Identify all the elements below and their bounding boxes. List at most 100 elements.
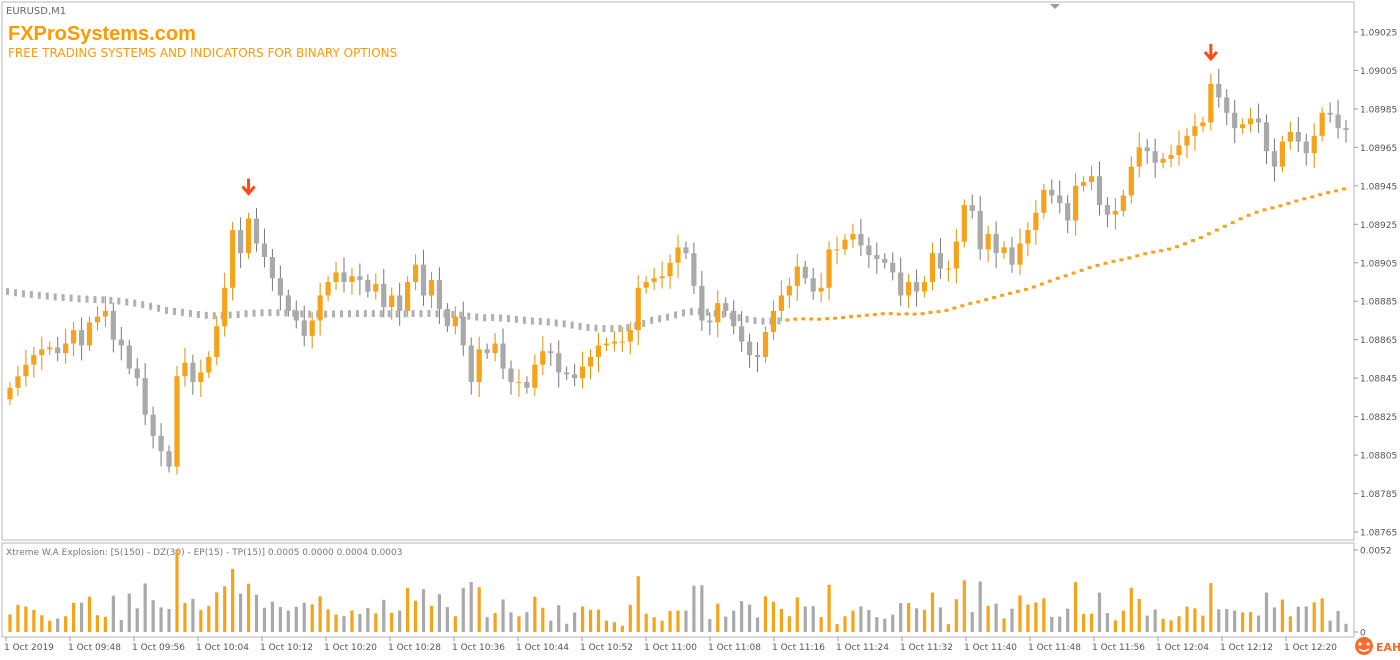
ma-segment [157,304,161,312]
candle [651,267,657,291]
indicator-bar [636,576,640,632]
candle [428,272,435,309]
ma-segment [745,315,749,323]
ma-segment [13,289,17,297]
indicator-bar [453,616,457,632]
candle [842,233,848,256]
ma-segment [61,294,65,302]
ma-segment [1079,268,1084,272]
ma-segment [483,314,487,322]
ma-segment [6,288,9,296]
candle-body [858,233,864,246]
indicator-bar [994,603,998,632]
indicator-bar [517,616,521,632]
ma-segment [1143,252,1148,256]
indicator-bar [477,587,481,632]
indicator-bar [565,623,569,632]
ma-segment [761,317,765,325]
indicator-bar [334,614,338,632]
candle-body [524,382,530,388]
candle-body [1104,205,1111,215]
ma-segment [586,324,590,332]
indicator-bar [278,607,282,632]
candle-body [611,341,617,344]
candle-body [293,310,299,321]
candle-body [762,332,769,357]
indicator-bar [1201,615,1205,632]
ma-segment [188,309,192,317]
candle [365,274,371,298]
indicator-bar [493,613,497,632]
ma-segment [538,317,542,325]
ma-segment [872,313,877,317]
indicator-bar [310,604,314,632]
ma-segment [1023,287,1028,291]
candle-body [1009,247,1015,265]
candle-body [786,285,792,296]
ma-segment [252,309,256,317]
indicator-bar [1241,612,1245,632]
indicator-bar [1066,608,1070,632]
candle-body [325,282,331,296]
indicator-bar [48,620,52,632]
indicator-bar [254,594,259,632]
price-tick-label: 1.09025 [1360,29,1397,39]
candle-body [1279,141,1286,167]
candle-body [285,295,291,311]
candle [723,297,729,317]
candle-body [190,362,196,382]
indicator-bar [151,600,155,632]
indicator-bar [938,607,943,632]
candle-body [500,343,506,369]
ma-segment [141,301,145,309]
ma-segment [1302,197,1307,201]
ma-segment [117,297,121,305]
candle [810,267,816,300]
time-tick-label: 1 Oct 12:04 [1156,643,1209,653]
indicator-bar [1336,610,1340,632]
candle-body [778,295,784,311]
candle-body [969,205,975,211]
symbol-label: EURUSD,M1 [6,6,66,17]
candle-body [937,253,944,269]
time-tick-label: 1 Oct 11:00 [644,643,697,653]
candle [23,349,29,387]
ma-segment [626,324,630,332]
ma-segment [1167,247,1172,251]
ma-segment [300,310,304,318]
ma-segment [1151,250,1156,254]
candle-body [86,322,93,346]
candle [683,241,689,259]
candle-body [1057,195,1063,204]
indicator-bar [437,594,442,632]
candle-body [230,230,236,288]
candle-body [1271,151,1278,167]
ma-segment [968,301,973,305]
indicator-bar [525,612,529,632]
candle-body [405,282,411,311]
indicator-bar [127,593,131,632]
ma-segment [308,310,312,318]
candle [1009,237,1015,273]
candle-body [850,233,856,240]
candle [452,306,458,335]
candle-body [333,272,339,282]
price-tick-label: 1.09005 [1360,67,1397,77]
ma-segment [833,316,838,320]
ma-segment [1286,201,1291,205]
indicator-bar [167,608,171,632]
shift-marker-icon[interactable] [1050,4,1060,9]
ma-segment [1278,204,1283,208]
indicator-bar [159,607,163,632]
candle-body [977,210,983,250]
candle [1295,117,1301,152]
candle [595,332,602,372]
candle-body [1001,247,1007,254]
ma-segment [1111,259,1116,263]
candle [405,276,411,317]
indicator-bar [596,609,601,632]
indicator-bar [135,608,139,632]
indicator-bar [1225,608,1229,632]
candle-body [78,330,85,346]
ma-segment [180,308,184,316]
